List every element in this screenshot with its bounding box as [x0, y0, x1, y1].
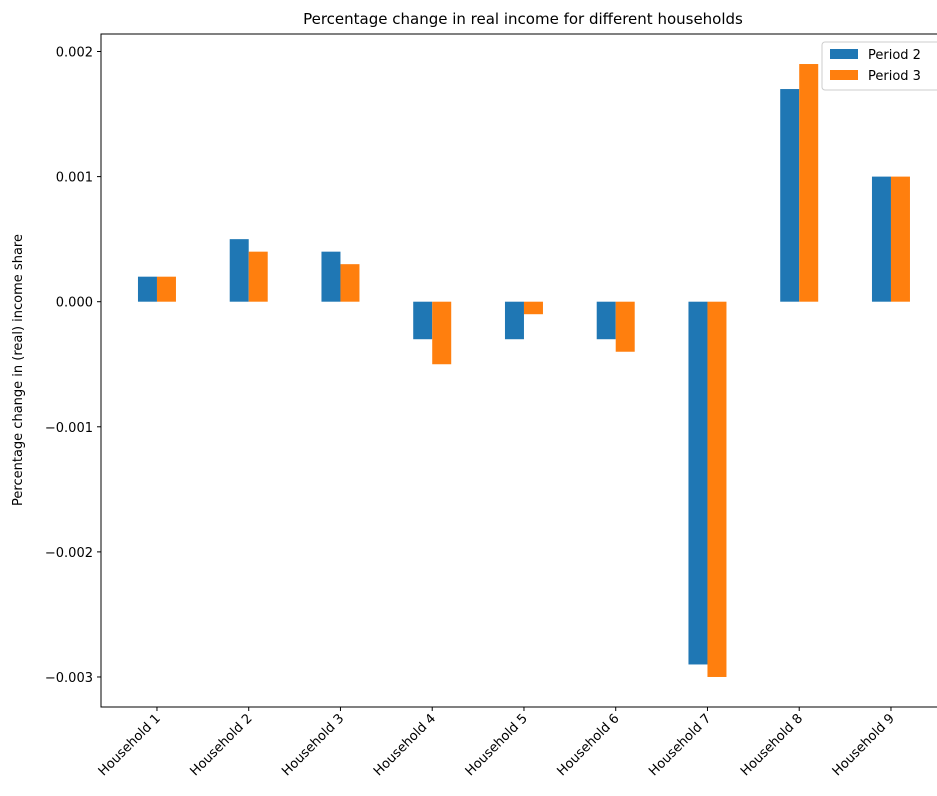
bar — [596, 301, 616, 340]
bar — [871, 176, 891, 302]
bar — [890, 176, 910, 302]
y-tick-label: 0.001 — [56, 171, 93, 186]
bar — [523, 301, 543, 315]
legend-swatch — [830, 49, 858, 59]
y-tick-label: 0.002 — [56, 46, 93, 61]
x-tick-label: Household 2 — [188, 711, 256, 779]
legend-swatch — [830, 70, 858, 80]
bar — [248, 251, 268, 302]
y-tick-label: 0.000 — [56, 296, 93, 311]
bar — [321, 251, 341, 302]
bar — [504, 301, 524, 340]
bar — [780, 89, 800, 302]
bar — [413, 301, 433, 340]
y-tick-label: −0.002 — [45, 546, 93, 561]
y-axis-label: Percentage change in (real) income share — [11, 234, 26, 506]
bar — [615, 301, 635, 352]
bar — [707, 301, 727, 677]
x-tick-label: Household 8 — [738, 711, 806, 779]
legend-label: Period 2 — [868, 48, 921, 63]
bar — [432, 301, 452, 365]
chart-title: Percentage change in real income for dif… — [303, 10, 743, 28]
y-tick-label: −0.003 — [45, 671, 93, 686]
bar — [156, 276, 176, 302]
bar — [229, 239, 249, 302]
x-tick-label: Household 1 — [96, 711, 164, 779]
x-tick-label: Household 5 — [463, 711, 531, 779]
bar — [799, 64, 819, 302]
x-tick-label: Household 9 — [830, 711, 898, 779]
x-tick-label: Household 6 — [555, 711, 623, 779]
bar — [137, 276, 157, 302]
legend-label: Period 3 — [868, 69, 921, 84]
x-tick-label: Household 3 — [279, 711, 347, 779]
y-tick-label: −0.001 — [45, 421, 93, 436]
bar — [340, 264, 360, 302]
bar — [688, 301, 708, 665]
x-tick-label: Household 7 — [646, 711, 714, 779]
x-tick-label: Household 4 — [371, 711, 439, 779]
axes-frame — [100, 33, 937, 708]
